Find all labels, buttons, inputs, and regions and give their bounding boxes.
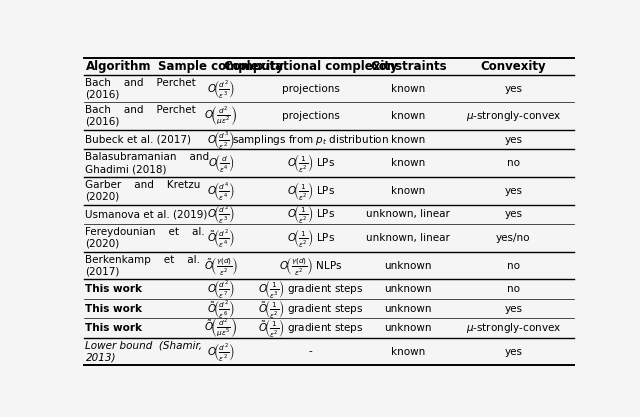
Text: yes: yes (504, 186, 522, 196)
Text: $\tilde{O}\!\left(\frac{d^2}{\mu\varepsilon^5}\right)$: $\tilde{O}\!\left(\frac{d^2}{\mu\varepsi… (204, 317, 237, 339)
Text: $\mu$-strongly-convex: $\mu$-strongly-convex (465, 321, 561, 335)
Text: $O\!\left(\frac{1}{\varepsilon^3}\right)$ gradient steps: $O\!\left(\frac{1}{\varepsilon^3}\right)… (258, 278, 364, 300)
Text: Bubeck et al. (2017): Bubeck et al. (2017) (86, 135, 191, 145)
Text: Garber    and    Kretzu
(2020): Garber and Kretzu (2020) (86, 180, 201, 202)
Text: $\tilde{O}\!\left(\frac{1}{\varepsilon^2}\right)$ gradient steps: $\tilde{O}\!\left(\frac{1}{\varepsilon^2… (258, 317, 364, 339)
Text: This work: This work (86, 323, 143, 333)
Text: samplings from $p_t$ distribution: samplings from $p_t$ distribution (232, 133, 389, 147)
Text: Bach    and    Perchet
(2016): Bach and Perchet (2016) (86, 78, 196, 99)
Text: Convexity: Convexity (481, 60, 546, 73)
Text: Computational complexity: Computational complexity (224, 60, 397, 73)
Text: $\tilde{O}\!\left(\frac{d^2}{\varepsilon^6}\right)$: $\tilde{O}\!\left(\frac{d^2}{\varepsilon… (207, 298, 235, 319)
Text: unknown: unknown (385, 323, 432, 333)
Text: $O\!\left(\frac{d^4}{\varepsilon^4}\right)$: $O\!\left(\frac{d^4}{\varepsilon^4}\righ… (207, 180, 235, 202)
Text: $O\!\left(\frac{1}{\varepsilon^2}\right)$ LPs: $O\!\left(\frac{1}{\varepsilon^2}\right)… (287, 180, 335, 202)
Text: yes/no: yes/no (496, 233, 531, 243)
Text: $\tilde{O}\!\left(\frac{\gamma(d)}{\varepsilon^2}\right)$: $\tilde{O}\!\left(\frac{\gamma(d)}{\vare… (204, 254, 238, 276)
Text: $O\!\left(\frac{d^2}{\varepsilon^3}\right)$: $O\!\left(\frac{d^2}{\varepsilon^3}\righ… (207, 203, 235, 226)
Text: no: no (507, 284, 520, 294)
Text: yes: yes (504, 347, 522, 357)
Text: Berkenkamp    et    al.
(2017): Berkenkamp et al. (2017) (86, 255, 200, 276)
Text: This work: This work (86, 304, 143, 314)
Text: known: known (391, 83, 426, 93)
Text: unknown: unknown (385, 284, 432, 294)
Text: known: known (391, 111, 426, 121)
Text: -: - (308, 347, 312, 357)
Text: $O\!\left(\frac{\gamma(d)}{\varepsilon^2}\right)$ NLPs: $O\!\left(\frac{\gamma(d)}{\varepsilon^2… (279, 254, 342, 276)
Text: unknown, linear: unknown, linear (367, 233, 451, 243)
Text: $O\!\left(\frac{1}{\varepsilon^2}\right)$ LPs: $O\!\left(\frac{1}{\varepsilon^2}\right)… (287, 227, 335, 249)
Text: yes: yes (504, 304, 522, 314)
Text: known: known (391, 158, 426, 168)
Text: Constraints: Constraints (370, 60, 447, 73)
Text: yes: yes (504, 209, 522, 219)
Text: unknown, linear: unknown, linear (367, 209, 451, 219)
Text: $O\!\left(\frac{d^2}{\varepsilon^7}\right)$: $O\!\left(\frac{d^2}{\varepsilon^7}\righ… (207, 278, 235, 300)
Text: $O\!\left(\frac{1}{\varepsilon^2}\right)$ LPs: $O\!\left(\frac{1}{\varepsilon^2}\right)… (287, 203, 335, 226)
Text: no: no (507, 261, 520, 271)
Text: $O\!\left(\frac{d^2}{\varepsilon^2}\right)$: $O\!\left(\frac{d^2}{\varepsilon^2}\righ… (207, 341, 235, 362)
Text: $O\!\left(\frac{d^3}{\varepsilon^2}\right)$: $O\!\left(\frac{d^3}{\varepsilon^2}\righ… (207, 129, 235, 151)
Text: Algorithm: Algorithm (86, 60, 151, 73)
Text: $O\!\left(\frac{d}{\varepsilon^4}\right)$: $O\!\left(\frac{d}{\varepsilon^4}\right)… (207, 152, 234, 174)
Text: no: no (507, 158, 520, 168)
Text: $O\!\left(\frac{d^2}{\mu\varepsilon^2}\right)$: $O\!\left(\frac{d^2}{\mu\varepsilon^2}\r… (204, 105, 237, 128)
Text: Lower bound  (Shamir,
2013): Lower bound (Shamir, 2013) (86, 341, 202, 362)
Text: $\tilde{O}\!\left(\frac{d^2}{\varepsilon^4}\right)$: $\tilde{O}\!\left(\frac{d^2}{\varepsilon… (207, 227, 235, 249)
Text: Fereydounian    et    al.
(2020): Fereydounian et al. (2020) (86, 227, 205, 249)
Text: unknown: unknown (385, 304, 432, 314)
Text: $\tilde{O}\!\left(\frac{1}{\varepsilon^2}\right)$ gradient steps: $\tilde{O}\!\left(\frac{1}{\varepsilon^2… (258, 298, 364, 319)
Text: projections: projections (282, 111, 340, 121)
Text: yes: yes (504, 135, 522, 145)
Text: known: known (391, 347, 426, 357)
Text: $\mu$-strongly-convex: $\mu$-strongly-convex (465, 109, 561, 123)
Text: yes: yes (504, 83, 522, 93)
Text: unknown: unknown (385, 261, 432, 271)
Text: Bach    and    Perchet
(2016): Bach and Perchet (2016) (86, 106, 196, 127)
Text: $O\!\left(\frac{1}{\varepsilon^2}\right)$ LPs: $O\!\left(\frac{1}{\varepsilon^2}\right)… (287, 152, 335, 174)
Text: Balasubramanian    and
Ghadimi (2018): Balasubramanian and Ghadimi (2018) (86, 153, 209, 174)
Text: Sample complexity: Sample complexity (158, 60, 284, 73)
Text: This work: This work (86, 284, 143, 294)
Text: known: known (391, 186, 426, 196)
Text: projections: projections (282, 83, 340, 93)
Text: $O\!\left(\frac{d^2}{\varepsilon^3}\right)$: $O\!\left(\frac{d^2}{\varepsilon^3}\righ… (207, 78, 235, 100)
Text: Usmanova et al. (2019): Usmanova et al. (2019) (86, 209, 208, 219)
Text: known: known (391, 135, 426, 145)
